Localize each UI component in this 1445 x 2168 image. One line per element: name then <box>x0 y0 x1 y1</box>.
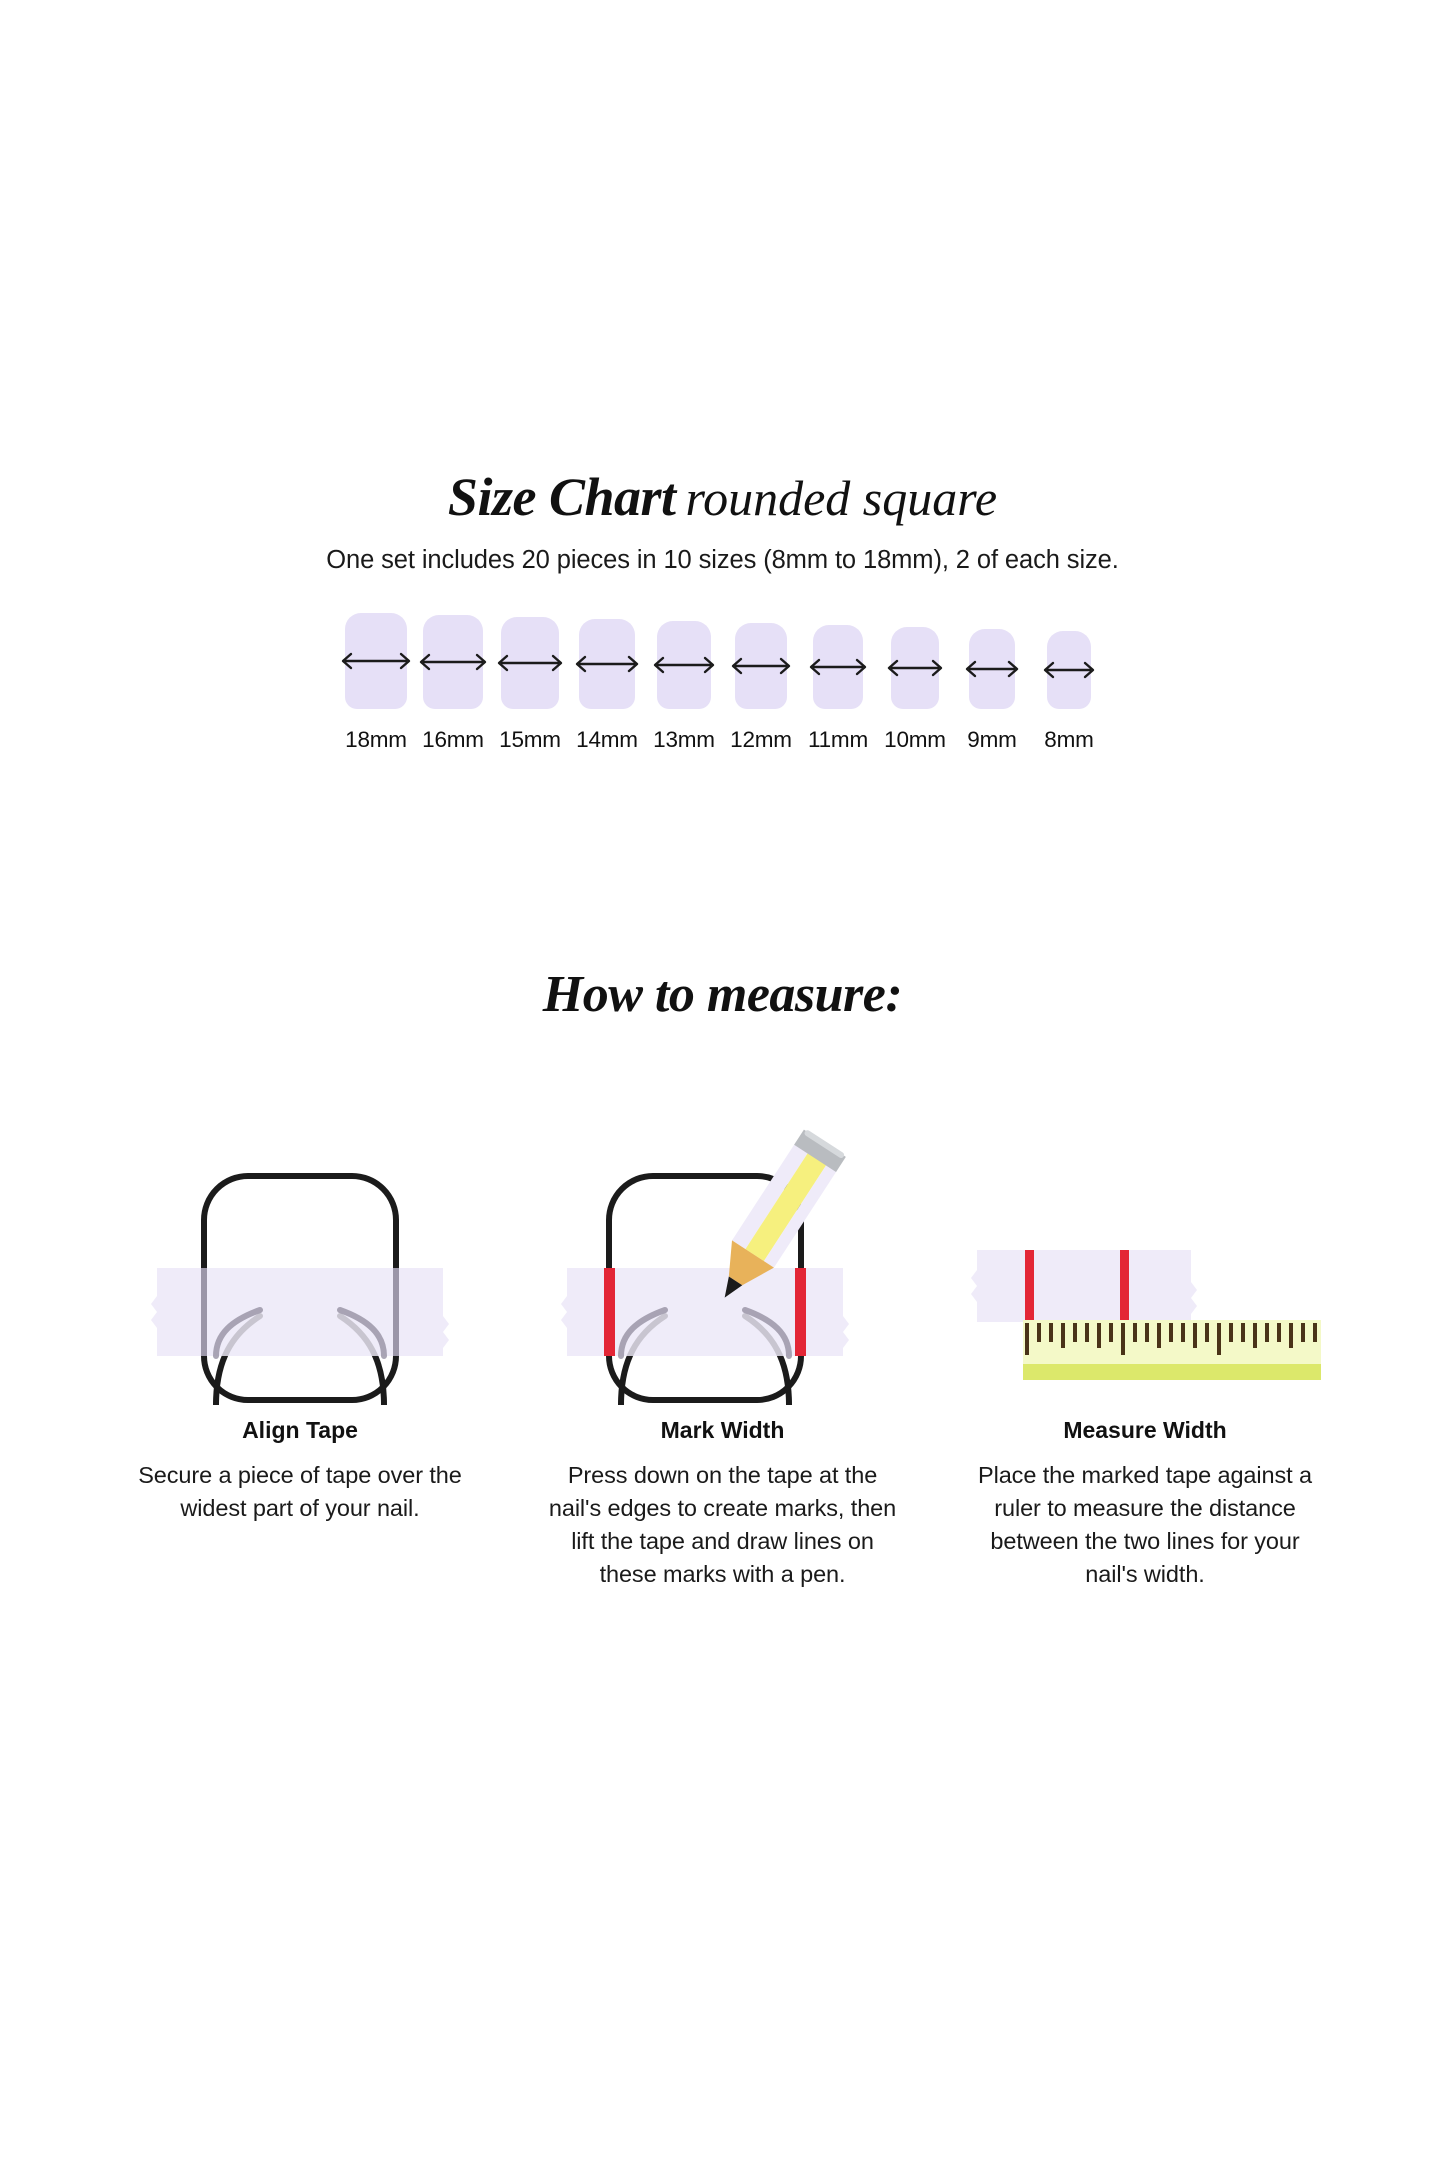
width-arrow-icon <box>731 657 791 675</box>
nail-swatch <box>809 625 867 709</box>
step-mark-width: Mark Width Press down on the tape at the… <box>543 1120 903 1591</box>
step-align-tape: Align Tape Secure a piece of tape over t… <box>120 1120 480 1591</box>
mark-line-left <box>603 1268 615 1356</box>
tape-strip <box>971 1250 1197 1322</box>
nail-size-cell: 13mm <box>646 621 723 753</box>
size-chart-section: Size Chart rounded square One set include… <box>0 470 1445 753</box>
pencil-edge-right <box>763 1162 838 1268</box>
nail-swatch <box>887 627 943 709</box>
how-to-measure-steps: Align Tape Secure a piece of tape over t… <box>120 1120 1325 1591</box>
nail-size-cell: 12mm <box>723 623 800 753</box>
width-arrow-icon <box>497 654 563 672</box>
finger-left-under-tape <box>213 1307 263 1359</box>
width-arrow-icon <box>887 659 943 677</box>
nail-size-cell: 8mm <box>1031 631 1108 753</box>
mark-line-right <box>794 1268 806 1356</box>
page-title: Size Chart rounded square <box>0 470 1445 524</box>
width-arrow-icon <box>653 656 715 674</box>
nail-size-cell: 16mm <box>415 615 492 753</box>
mark-line-right <box>1120 1250 1129 1322</box>
nail-size-label: 11mm <box>807 727 869 752</box>
step-title: Measure Width <box>1063 1417 1227 1443</box>
pencil-body <box>744 1150 828 1262</box>
page-subtitle: One set includes 20 pieces in 10 sizes (… <box>326 546 1119 574</box>
step-measure-width: Measure Width Place the marked tape agai… <box>965 1120 1325 1591</box>
nail-swatch <box>1043 631 1095 709</box>
width-arrow-icon <box>809 658 867 676</box>
nail-size-label: 12mm <box>730 727 792 752</box>
how-to-measure-heading: How to measure: <box>542 966 903 1023</box>
nail-swatch <box>575 619 639 709</box>
width-arrow-icon <box>1043 661 1095 679</box>
nail-swatch <box>731 623 791 709</box>
pencil-ferrule <box>793 1129 846 1173</box>
nail-size-cell: 10mm <box>877 627 954 753</box>
nail-size-cell: 18mm <box>338 613 415 753</box>
ruler-ticks <box>1025 1323 1317 1355</box>
finger-right-under-tape <box>741 1307 792 1359</box>
page-title-main: Size Chart <box>447 467 676 527</box>
step-body: Place the marked tape against a ruler to… <box>978 1462 1312 1587</box>
mark-line-left <box>1025 1250 1034 1322</box>
nail-swatch <box>419 615 487 709</box>
nail-size-label: 15mm <box>499 727 561 752</box>
width-arrow-icon <box>965 660 1019 678</box>
nail-with-marks-and-pencil-icon <box>543 1120 903 1405</box>
nail-swatch <box>965 629 1019 709</box>
nail-size-swatch-row: 18mm 16mm 15mm 14mm 13mm 12mm 11mm 10mm 9mm 8mm <box>0 613 1445 753</box>
step-title: Align Tape <box>242 1417 358 1443</box>
nail-size-cell: 9mm <box>954 629 1031 753</box>
nail-size-label: 10mm <box>884 727 946 752</box>
finger-right-under-tape <box>337 1307 387 1359</box>
nail-swatch <box>497 617 563 709</box>
nail-size-label: 18mm <box>345 727 407 752</box>
step-body: Press down on the tape at the nail's edg… <box>548 1462 897 1587</box>
page-title-shape: rounded square <box>685 470 998 526</box>
tape-over-nail <box>204 1268 396 1356</box>
nail-size-cell: 11mm <box>800 625 877 753</box>
pencil-wood-tip <box>728 1240 774 1286</box>
nail-size-label: 14mm <box>576 727 638 752</box>
ruler <box>1023 1320 1321 1380</box>
pencil-eraser <box>804 1130 844 1159</box>
nail-swatch <box>341 613 411 709</box>
tape-over-nail <box>608 1268 801 1356</box>
pencil-icon <box>724 1129 846 1298</box>
nail-size-label: 13mm <box>653 727 715 752</box>
ruler-edge-band <box>1023 1364 1321 1380</box>
nail-size-label: 9mm <box>967 727 1017 752</box>
width-arrow-icon <box>341 652 411 670</box>
width-arrow-icon <box>575 655 639 673</box>
nail-with-tape-icon <box>120 1120 480 1405</box>
step-body: Secure a piece of tape over the widest p… <box>138 1462 462 1521</box>
nail-size-label: 16mm <box>422 727 484 752</box>
step-title: Mark Width <box>660 1417 785 1443</box>
nail-size-label: 8mm <box>1044 727 1094 752</box>
tape-on-ruler-icon <box>965 1120 1325 1405</box>
finger-left-under-tape <box>617 1307 668 1359</box>
width-arrow-icon <box>419 653 487 671</box>
pencil-edge-left <box>731 1141 810 1250</box>
pencil-lead <box>724 1276 742 1298</box>
nail-swatch <box>653 621 715 709</box>
nail-size-cell: 14mm <box>569 619 646 753</box>
nail-size-cell: 15mm <box>492 617 569 753</box>
